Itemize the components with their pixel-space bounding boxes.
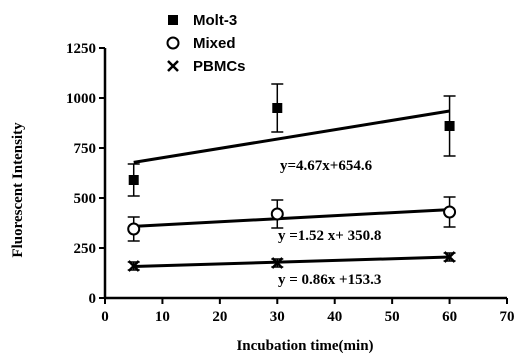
fit-lines — [133, 109, 450, 268]
x-axis-title: Incubation time(min) — [236, 338, 373, 354]
data-point-molt-3 — [128, 175, 139, 185]
y-tick-label: 1000 — [66, 91, 96, 107]
legend-label-pbmcs: PBMCs — [193, 58, 246, 75]
y-tick-label: 750 — [74, 141, 97, 157]
y-tick-label: 0 — [89, 291, 97, 307]
x-tick-label: 10 — [155, 309, 170, 325]
data-point-mixed — [443, 205, 457, 219]
data-point-pbmcs — [271, 257, 284, 269]
legend-marker-mixed — [166, 36, 180, 50]
y-tick-label: 1250 — [66, 41, 96, 57]
axes: 0 10 20 30 40 50 60 70 0 250 500 750 1000 1250 — [66, 41, 515, 325]
y-axis-title: Fluorescent Intensity — [10, 122, 26, 258]
data-point-mixed — [270, 207, 284, 221]
y-tick-label: 500 — [74, 191, 97, 207]
fit-line-molt-3 — [133, 109, 450, 164]
fit-line-pbmcs — [133, 255, 450, 268]
x-tick-label: 60 — [442, 309, 457, 325]
legend-label-mixed: Mixed — [193, 35, 236, 52]
data-point-pbmcs — [443, 251, 456, 263]
legend-marker-pbmcs — [167, 60, 179, 72]
data-point-molt-3 — [272, 103, 283, 113]
y-tick-label: 250 — [74, 241, 97, 257]
x-tick-label: 0 — [101, 309, 109, 325]
equation-labels: y=4.67x+654.6 y =1.52 x+ 350.8 y = 0.86x +… — [278, 158, 381, 288]
data-markers — [127, 103, 457, 272]
x-tick-label: 30 — [270, 309, 285, 325]
fit-equation-mixed: y =1.52 x+ 350.8 — [278, 228, 381, 244]
fit-equation-molt-3: y=4.67x+654.6 — [280, 158, 373, 174]
data-point-molt-3 — [444, 121, 455, 131]
fit-line-mixed — [133, 208, 450, 228]
x-tick-label: 40 — [327, 309, 342, 325]
x-tick-label: 20 — [212, 309, 227, 325]
data-point-pbmcs — [127, 260, 140, 272]
legend: Molt-3 Mixed PBMCs — [166, 12, 246, 75]
x-tick-label: 50 — [385, 309, 400, 325]
legend-label-molt-3: Molt-3 — [193, 12, 237, 29]
legend-marker-molt-3 — [168, 15, 178, 25]
x-tick-label: 70 — [500, 309, 515, 325]
data-point-mixed — [127, 222, 141, 236]
fit-equation-pbmcs: y = 0.86x +153.3 — [278, 272, 381, 288]
